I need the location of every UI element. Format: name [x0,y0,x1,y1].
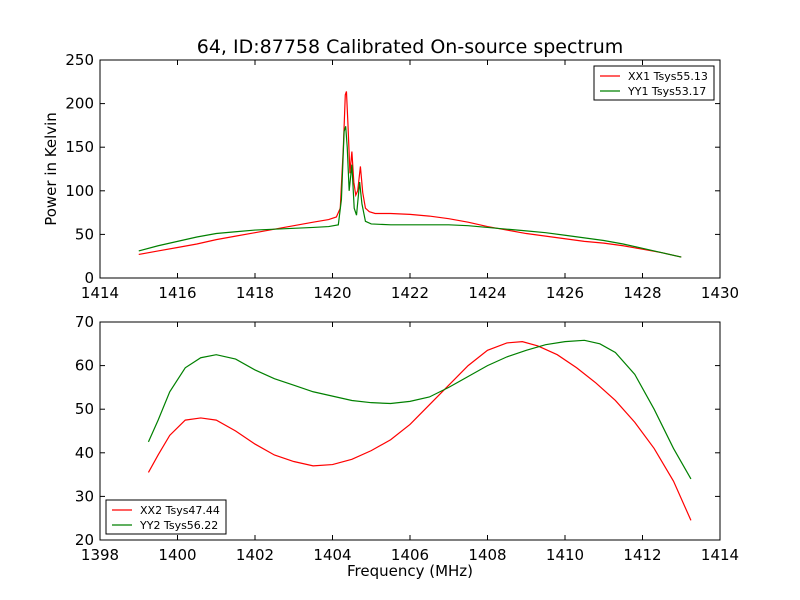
legend-entry: XX1 Tsys55.13 [628,70,708,83]
x-tick-label: 1404 [313,546,351,564]
y-tick-label: 70 [75,313,94,331]
legend-entry: YY1 Tsys53.17 [627,85,706,98]
x-tick-label: 1406 [391,546,429,564]
y-tick-label: 50 [75,225,94,243]
x-tick-label: 1418 [236,284,274,302]
series-line-1-1 [147,339,692,480]
y-tick-label: 200 [65,95,94,113]
legend: XX1 Tsys55.13 YY1 Tsys53.17 [593,65,715,101]
x-tick-label: 1402 [236,546,274,564]
legend: XX2 Tsys47.44 YY2 Tsys56.22 [105,499,227,535]
y-tick-label: 50 [75,400,94,418]
y-tick-label: 20 [75,531,94,549]
x-tick-label: 1410 [546,546,584,564]
x-tick-label: 1430 [701,284,739,302]
y-tick-label: 40 [75,444,94,462]
x-axis-label-bottom: Frequency (MHz) [347,562,473,580]
series-line-0-0 [138,91,682,258]
legend-box [593,65,715,101]
x-tick-label: 1426 [546,284,584,302]
x-tick-label: 1420 [313,284,351,302]
y-tick-label: 30 [75,487,94,505]
legend-entry: XX2 Tsys47.44 [140,504,220,517]
y-axis-label-top: Power in Kelvin [42,112,60,226]
chart-title: 64, ID:87758 Calibrated On-source spectr… [197,36,624,58]
x-tick-label: 1428 [623,284,661,302]
x-tick-label: 1398 [81,546,119,564]
x-tick-label: 1408 [468,546,506,564]
top-plot: 1414 1416 1418 1420 1422 1424 1426 1428 1430 0 50 1… [65,51,739,302]
x-tick-label: 1424 [468,284,506,302]
x-tick-label: 1422 [391,284,429,302]
series-line-1-0 [147,341,692,521]
x-tick-label: 1416 [158,284,196,302]
y-tick-label: 250 [65,51,94,69]
y-tick-label: 60 [75,357,94,375]
y-tick-label: 150 [65,138,94,156]
legend-entry: YY2 Tsys56.22 [139,519,218,532]
bottom-plot: 1398 1400 1402 1404 1406 1408 1410 1412 1414 20 30… [75,313,739,564]
y-tick-label: 100 [65,182,94,200]
x-tick-label: 1400 [158,546,196,564]
series-line-0-1 [138,126,682,258]
x-tick-label: 1412 [623,546,661,564]
x-tick-label: 1414 [81,284,119,302]
y-tick-label: 0 [84,269,94,287]
legend-box [105,499,227,535]
x-tick-label: 1414 [701,546,739,564]
